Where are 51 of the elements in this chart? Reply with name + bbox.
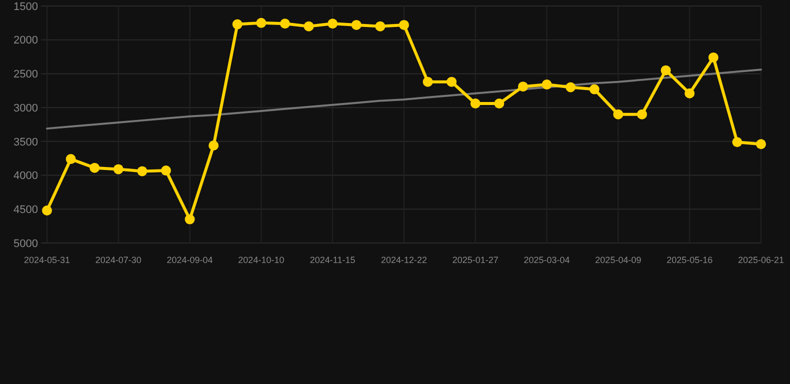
point — [280, 18, 290, 29]
y-tick-label: 2500 — [14, 68, 38, 81]
point — [422, 76, 433, 87]
point — [470, 98, 480, 109]
y-tick-label: 5000 — [14, 238, 38, 250]
y-tick-label: 3500 — [14, 136, 38, 148]
y-tick-label: 1500 — [14, 0, 38, 13]
point — [137, 166, 148, 176]
point — [637, 109, 647, 120]
y-tick-label: 4000 — [14, 170, 38, 182]
x-tick-label: 2024-07-30 — [95, 255, 142, 265]
point — [660, 65, 671, 76]
x-tick-label: 2025-03-04 — [524, 255, 570, 265]
point — [708, 52, 718, 62]
point — [566, 82, 576, 92]
point — [542, 80, 552, 90]
point — [351, 20, 362, 30]
point — [256, 18, 266, 28]
point — [613, 109, 624, 120]
point — [375, 21, 386, 32]
point — [208, 140, 219, 150]
x-tick-label: 2025-01-27 — [452, 255, 498, 265]
point — [328, 18, 338, 29]
point — [589, 84, 600, 94]
point — [399, 20, 409, 30]
point — [161, 166, 171, 176]
point — [90, 162, 100, 173]
point — [494, 98, 504, 109]
point — [304, 21, 314, 32]
point — [518, 82, 528, 92]
point — [732, 137, 742, 148]
y-tick-label: 3000 — [14, 102, 38, 114]
x-tick-label: 2024-09-04 — [166, 255, 213, 265]
y-tick-label: 2000 — [14, 34, 38, 47]
point — [446, 76, 457, 87]
x-tick-label: 2025-05-16 — [666, 255, 713, 265]
x-tick-label: 2025-04-09 — [595, 255, 642, 265]
x-tick-label: 2024-10-10 — [238, 255, 284, 265]
point — [684, 88, 695, 98]
point — [232, 19, 242, 30]
x-tick-label: 2024-05-31 — [24, 255, 70, 265]
y-tick-label: 4500 — [14, 204, 38, 216]
x-tick-label: 2024-12-22 — [380, 255, 428, 265]
point — [66, 154, 76, 164]
point — [113, 164, 124, 174]
point — [184, 214, 195, 224]
x-tick-label: 2024-11-15 — [310, 255, 356, 265]
x-tick-label: 2025-06-21 — [738, 255, 784, 265]
line-series — [46, 68, 762, 130]
point — [42, 205, 52, 216]
point — [756, 139, 766, 150]
